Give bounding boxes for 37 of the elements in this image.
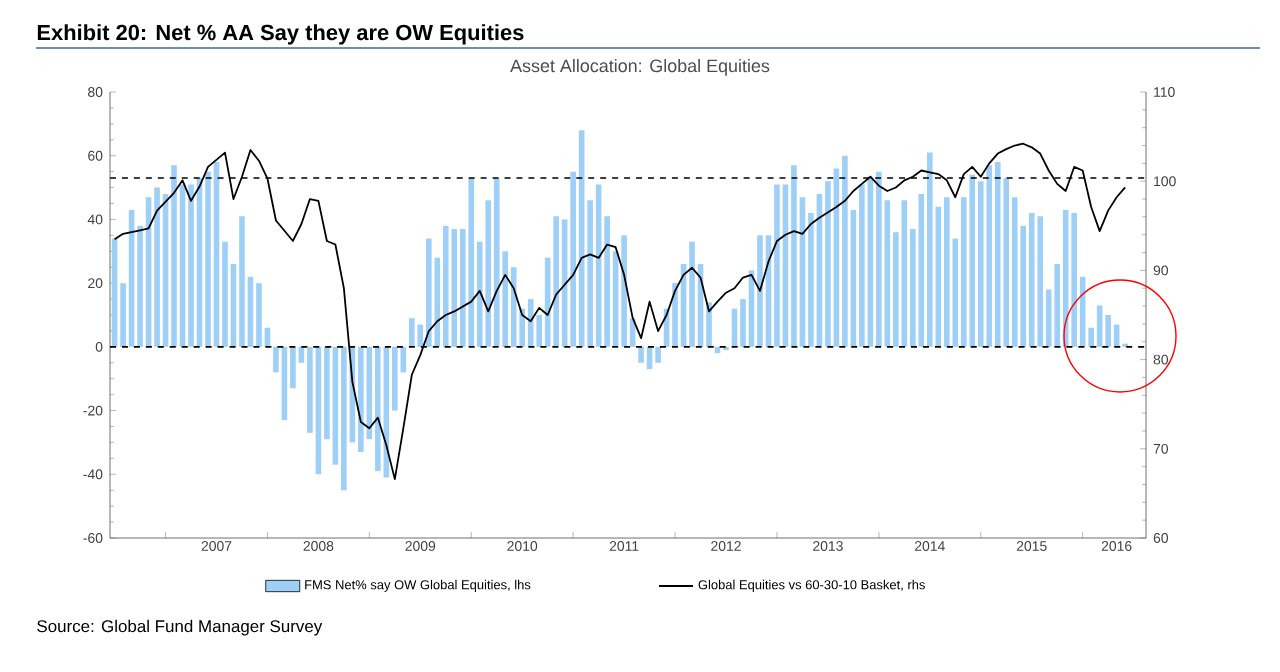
bar <box>468 178 475 347</box>
bar <box>655 346 661 363</box>
source-note: Source: Global Fund Manager Survey <box>37 619 323 636</box>
bar <box>927 152 933 347</box>
chart-subtitle: Asset Allocation: Global Equities <box>510 59 770 76</box>
bar <box>188 184 194 347</box>
bar <box>1096 305 1103 347</box>
bar <box>638 346 644 363</box>
bar <box>341 346 347 491</box>
bar <box>493 178 500 347</box>
bar <box>1071 213 1077 347</box>
bar <box>943 197 950 347</box>
bar <box>239 216 245 347</box>
bar <box>969 174 976 347</box>
bar <box>425 238 432 347</box>
bar <box>757 235 763 347</box>
bar <box>409 318 415 347</box>
bar <box>451 228 458 347</box>
bar <box>553 216 559 347</box>
bar <box>171 165 177 347</box>
bar <box>774 184 780 347</box>
bar <box>375 346 381 472</box>
bar <box>994 162 1001 347</box>
bar <box>358 346 364 452</box>
bar <box>791 165 797 347</box>
bar <box>986 165 993 347</box>
bar <box>1028 213 1035 347</box>
bar <box>689 241 695 347</box>
bar <box>442 225 449 347</box>
chart-title: Exhibit 20: Net % AA Say they are OW Equities <box>37 24 524 45</box>
bar <box>154 187 160 347</box>
bar <box>876 171 882 347</box>
bar <box>842 155 848 347</box>
bar <box>256 283 262 347</box>
bar <box>859 184 865 347</box>
bar <box>1037 216 1044 347</box>
bar <box>621 235 627 347</box>
